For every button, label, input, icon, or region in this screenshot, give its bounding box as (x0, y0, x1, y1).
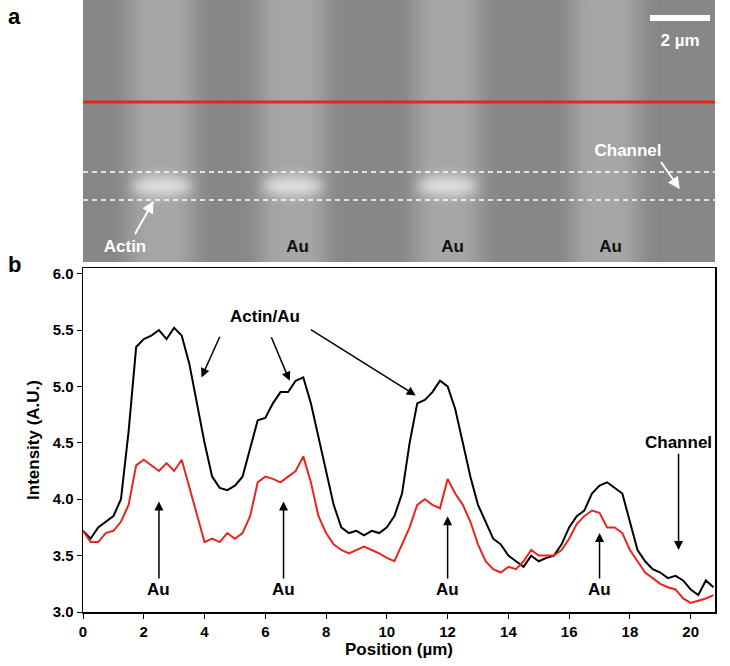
svg-text:10: 10 (379, 623, 396, 640)
svg-text:12: 12 (439, 623, 456, 640)
svg-text:Au: Au (599, 237, 622, 256)
svg-text:8: 8 (322, 623, 330, 640)
svg-text:Actin: Actin (104, 237, 147, 256)
svg-text:0: 0 (79, 623, 87, 640)
svg-text:5.0: 5.0 (53, 378, 74, 395)
svg-text:4.0: 4.0 (53, 490, 74, 507)
svg-text:3.5: 3.5 (53, 547, 74, 564)
svg-text:Intensity (A.U.): Intensity (A.U.) (24, 380, 43, 500)
html-text:b: b (8, 252, 22, 277)
svg-text:Au: Au (286, 237, 309, 256)
svg-text:2 µm: 2 µm (660, 31, 699, 50)
svg-text:2: 2 (140, 623, 148, 640)
svg-text:4.5: 4.5 (53, 434, 74, 451)
svg-text:Position (µm): Position (µm) (345, 640, 453, 659)
svg-text:Au: Au (588, 580, 611, 599)
svg-text:20: 20 (682, 623, 699, 640)
svg-text:Channel: Channel (645, 433, 712, 452)
svg-text:Channel: Channel (594, 141, 661, 160)
svg-text:Au: Au (272, 580, 295, 599)
svg-text:16: 16 (561, 623, 578, 640)
svg-text:4: 4 (200, 623, 209, 640)
svg-text:Au: Au (147, 580, 170, 599)
svg-text:6: 6 (261, 623, 269, 640)
svg-text:6.0: 6.0 (53, 265, 74, 282)
svg-text:18: 18 (622, 623, 639, 640)
svg-text:Au: Au (436, 580, 459, 599)
svg-text:5.5: 5.5 (53, 321, 74, 338)
svg-text:14: 14 (500, 623, 517, 640)
html-text:a: a (8, 4, 21, 29)
svg-text:3.0: 3.0 (53, 603, 74, 620)
svg-text:Actin/Au: Actin/Au (230, 307, 300, 326)
svg-text:Au: Au (441, 237, 464, 256)
